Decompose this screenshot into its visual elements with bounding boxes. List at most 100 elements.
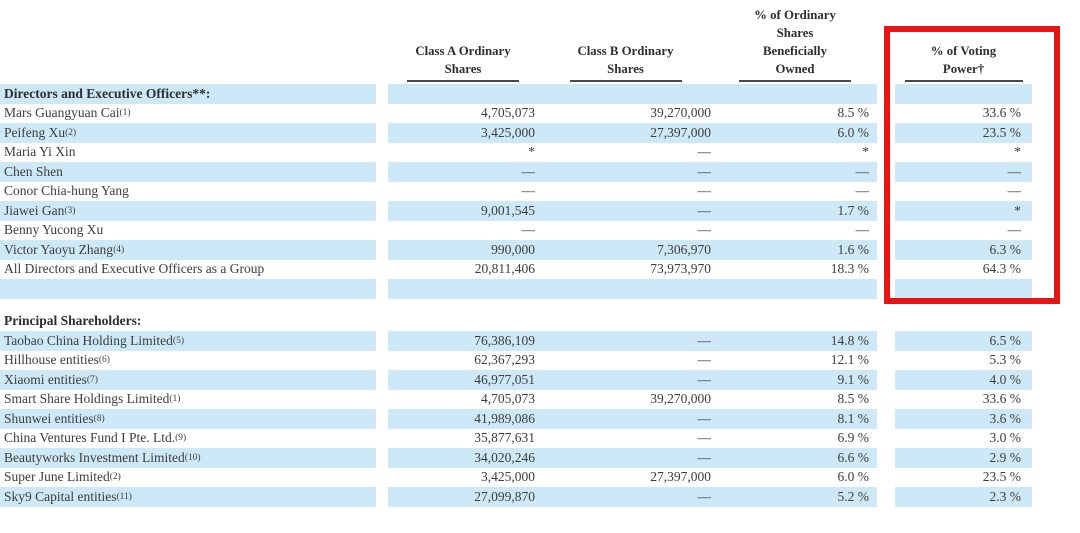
header-line: Owned [775,61,815,76]
cell-voting-power: — [895,162,1032,182]
row-label-cell: Hillhouse entities (6) [4,352,110,368]
cell-voting-power: 3.0 % [989,430,1022,446]
header-line: Class A Ordinary [415,43,511,58]
header-underline [904,79,1023,82]
cell-voting-power: 2.3 % [895,487,1032,507]
header-line: Shares [607,61,644,76]
cell-class-a-shares: 3,425,000 [388,123,538,143]
table-row: Taobao China Holding Limited (5) 76,386,1… [0,331,1080,351]
cell-class-a-shares: 9,001,545 [388,201,538,221]
column-gutter [376,331,388,351]
cell-class-b-shares: — [538,370,713,390]
header-line: Power† [942,61,985,76]
cell-voting-power: 6.5 % [895,331,1032,351]
column-gutter [877,259,895,279]
cell-voting-power: 23.5 % [895,123,1032,143]
cell-class-a-shares: — [388,162,538,182]
row-label-cell: Super June Limited (2) [4,469,121,485]
row-label-cell: Shunwei entities (8) [0,409,376,429]
column-gutter [877,279,895,299]
column-gutter [877,84,895,104]
cell-class-b-shares: — [697,222,712,238]
column-gutter [376,181,388,201]
column-gutter [376,389,388,409]
row-label-cell: Smart Share Holdings Limited (1) [4,391,181,407]
cell-class-a-shares: 990,000 [388,240,538,260]
cell-pct-owned: 12.1 % [830,352,869,368]
cell-class-b-shares: 39,270,000 [650,391,711,407]
cell-class-b-shares: — [697,430,712,446]
cell-class-a-shares [388,84,538,104]
column-gutter [877,487,895,507]
cell-voting-power: 2.9 % [895,448,1032,468]
cell-pct-owned: 8.5 % [837,105,870,121]
row-label-cell: Directors and Executive Officers**: [0,84,376,104]
table-row: Beautyworks Investment Limited (10) 34,02… [0,448,1080,468]
column-gutter [376,220,388,240]
row-label-cell: Xiaomi entities (7) [0,370,376,390]
cell-pct-owned: — [713,162,877,182]
column-header-class-b: Class B Ordinary Shares [538,42,713,85]
table-row: Hillhouse entities (6) 62,367,293 — 12.1 … [0,350,1080,370]
row-label-cell: Conor Chia-hung Yang [4,183,129,199]
cell-voting-power: 23.5 % [982,469,1021,485]
row-label-cell: Beautyworks Investment Limited (10) [0,448,376,468]
header-line: % of Ordinary [754,7,836,22]
cell-class-a-shares: 4,705,073 [481,105,535,121]
cell-class-b-shares [538,312,713,332]
cell-voting-power: — [1007,183,1022,199]
header-line: Shares [776,25,814,40]
cell-voting-power [895,312,1032,332]
cell-class-b-shares: 7,306,970 [538,240,713,260]
cell-class-a-shares: * [528,144,535,160]
cell-pct-owned: * [862,144,869,160]
cell-voting-power: 5.3 % [989,352,1022,368]
column-gutter [877,240,895,260]
row-label-cell: Mars Guangyuan Cai (1) [4,105,131,121]
row-label-cell: Peifeng Xu (2) [0,123,376,143]
column-gutter [376,259,388,279]
cell-class-a-shares [388,312,538,332]
cell-pct-owned: 18.3 % [830,261,869,277]
row-label-cell: Benny Yucong Xu [4,222,104,238]
column-gutter [877,331,895,351]
cell-voting-power: * [1014,144,1021,160]
column-gutter [877,350,895,370]
column-gutter [877,428,895,448]
cell-pct-owned: 1.6 % [713,240,877,260]
cell-pct-owned: 6.0 % [713,123,877,143]
cell-class-b-shares [538,279,713,299]
column-gutter [376,162,388,182]
row-label-cell: Victor Yaoyu Zhang (4) [0,240,376,260]
column-gutter [376,240,388,260]
cell-voting-power: 33.6 % [982,105,1021,121]
column-gutter [877,389,895,409]
cell-class-a-shares: 3,425,000 [481,469,535,485]
cell-pct-owned: 14.8 % [713,331,877,351]
table-row: Maria Yi Xin * — * * [0,142,1080,162]
cell-pct-owned [713,84,877,104]
cell-class-a-shares: 4,705,073 [481,391,535,407]
column-gutter [877,448,895,468]
table-row: Peifeng Xu (2) 3,425,000 27,397,000 6.0 %… [0,123,1080,143]
column-gutter [376,311,388,331]
cell-pct-owned: 1.7 % [713,201,877,221]
header-underline [739,79,851,82]
table-row: Benny Yucong Xu — — — — [0,220,1080,240]
cell-class-b-shares: — [538,331,713,351]
cell-class-b-shares [538,84,713,104]
table-row [0,279,1080,299]
column-gutter [376,142,388,162]
table-row: Chen Shen — — — — [0,162,1080,182]
column-gutter [877,467,895,487]
row-label-cell: Sky9 Capital entities (11) [0,487,376,507]
cell-pct-owned: — [855,183,870,199]
cell-class-a-shares: 27,099,870 [388,487,538,507]
table-row: Principal Shareholders: [0,311,1080,332]
cell-voting-power: 33.6 % [982,391,1021,407]
row-label-cell: China Ventures Fund I Pte. Ltd. (9) [4,430,187,446]
column-gutter [877,370,895,390]
table-row: Victor Yaoyu Zhang (4) 990,000 7,306,970 … [0,240,1080,260]
cell-class-a-shares [388,279,538,299]
